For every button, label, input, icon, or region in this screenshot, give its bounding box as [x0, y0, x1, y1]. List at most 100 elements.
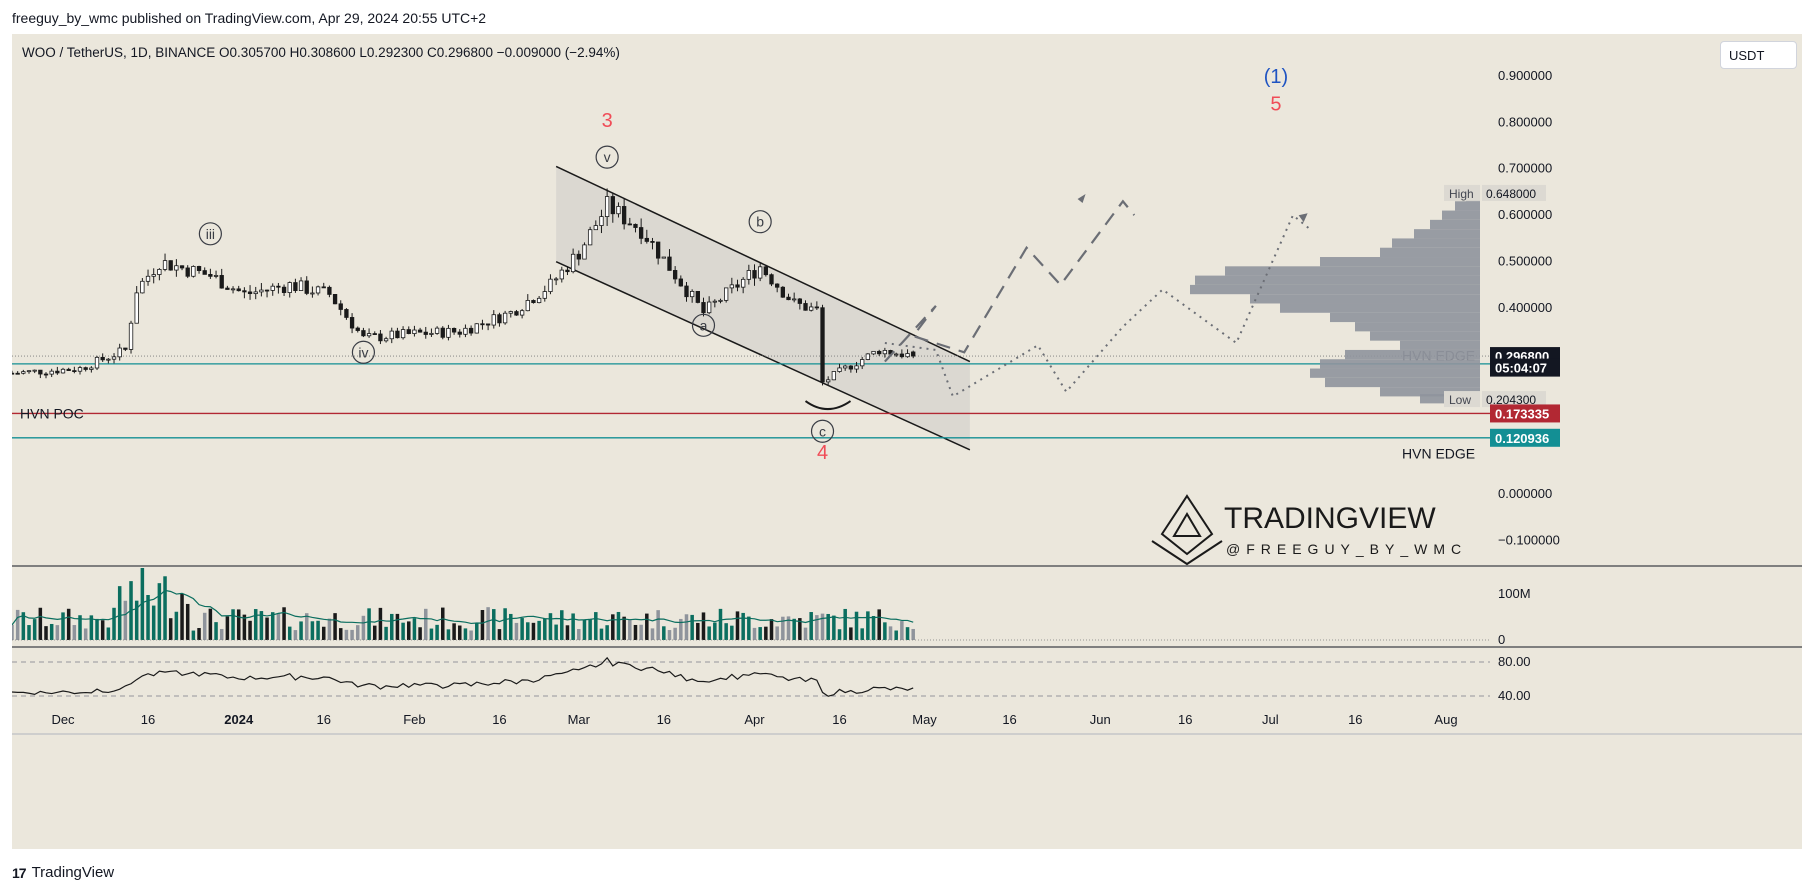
- candle-body: [60, 368, 66, 374]
- candle-body: [741, 278, 746, 288]
- price-badge: [1490, 404, 1560, 423]
- footer-brand[interactable]: 17 TradingView: [12, 864, 114, 881]
- volume-bar: [32, 619, 37, 640]
- price-axis-tick: 0.800000: [1498, 114, 1552, 129]
- candle-body: [417, 329, 423, 333]
- volume-profile-bar: [1190, 284, 1480, 295]
- volume-bar: [458, 625, 462, 640]
- volume-bar: [730, 625, 734, 640]
- candle-body: [775, 283, 780, 288]
- price-axis-tick: −0.100000: [1498, 532, 1560, 547]
- candle-body: [695, 290, 700, 303]
- price-axis-tick: 0.600000: [1498, 207, 1552, 222]
- volume-bar: [820, 613, 825, 640]
- candle-body: [553, 278, 559, 281]
- wave-circle: [810, 419, 835, 443]
- volume-bar: [299, 621, 303, 640]
- candle-body: [406, 329, 411, 334]
- volume-bar: [877, 609, 881, 640]
- volume-bar: [469, 630, 473, 640]
- volume-profile-bar: [1392, 238, 1480, 248]
- symbol-legend: WOO / TetherUS, 1D, BINANCE O0.305700 H0…: [22, 45, 620, 60]
- currency-button[interactable]: USDT: [1720, 41, 1797, 69]
- profile-low-value: 0.204300: [1486, 393, 1536, 407]
- profile-value-bg: [1482, 184, 1546, 201]
- rsi-axis-tick: 80.00: [1498, 654, 1531, 669]
- volume-bar: [112, 607, 116, 640]
- candle-body: [667, 256, 672, 271]
- wave-number-4: 4: [817, 442, 828, 464]
- candle-body: [423, 331, 428, 335]
- volume-bar: [786, 616, 791, 640]
- volume-bar: [724, 623, 728, 640]
- time-axis-tick: 16: [1178, 712, 1192, 727]
- price-badge-label: 0.120936: [1495, 431, 1549, 446]
- candle-body: [582, 244, 587, 260]
- watermark-title: TRADINGVIEW: [1224, 502, 1436, 535]
- candle-body: [661, 256, 666, 259]
- volume-bar: [463, 628, 468, 640]
- time-axis-tick: 2024: [224, 712, 254, 727]
- candle-body: [446, 327, 451, 338]
- volume-bar: [684, 614, 689, 640]
- volume-bar: [452, 623, 456, 640]
- candle-body: [610, 196, 615, 215]
- candle-body: [502, 312, 508, 324]
- candle-body: [463, 327, 468, 335]
- volume-bar: [157, 583, 162, 640]
- projection-arrow-head: [1077, 193, 1086, 203]
- wave-label-b: b: [756, 214, 764, 230]
- candle-body: [548, 278, 553, 292]
- candle-body: [191, 266, 196, 277]
- volume-bar: [185, 603, 190, 640]
- candle-body: [531, 300, 536, 304]
- volume-bar: [599, 628, 604, 640]
- candle-body: [797, 298, 803, 304]
- candle-body: [565, 269, 570, 273]
- volume-bar: [214, 622, 218, 640]
- volume-bar: [174, 611, 179, 640]
- candle-body: [128, 322, 134, 350]
- candle-body: [247, 291, 253, 295]
- volume-bar: [594, 612, 598, 640]
- volume-bar: [270, 612, 275, 640]
- volume-bar: [180, 594, 184, 640]
- volume-bar: [293, 630, 298, 640]
- volume-bar: [401, 622, 405, 640]
- volume-bar: [83, 628, 88, 640]
- volume-bar: [894, 630, 898, 640]
- candle-body: [831, 371, 837, 381]
- profile-value-bg: [1482, 391, 1546, 408]
- candle-body: [514, 311, 519, 316]
- time-axis-tick: Aug: [1434, 712, 1457, 727]
- volume-bar: [321, 626, 326, 640]
- volume-bar: [696, 622, 700, 640]
- volume-bar: [100, 620, 105, 640]
- volume-bar: [798, 618, 802, 640]
- volume-bar: [645, 613, 649, 640]
- volume-bar: [151, 605, 156, 640]
- candle-body: [134, 292, 139, 324]
- candle-body: [225, 287, 230, 290]
- candle-body: [179, 265, 185, 269]
- volume-bar: [384, 626, 388, 640]
- tradingview-logo-icon: 17: [12, 864, 27, 881]
- volume-bar: [832, 615, 836, 640]
- candle-body: [860, 359, 865, 367]
- candle-body: [338, 303, 343, 310]
- price-axis-tick: 0.500000: [1498, 254, 1552, 269]
- candle-body: [111, 356, 117, 360]
- volume-bar: [412, 618, 417, 640]
- profile-low-label: Low: [1449, 393, 1471, 407]
- candle-body: [77, 367, 83, 372]
- candle-body: [894, 353, 899, 356]
- candle-body: [94, 356, 100, 369]
- candle-body: [72, 370, 77, 373]
- wave-label-c: c: [819, 423, 826, 439]
- candle-body: [655, 241, 661, 259]
- wave-label-iii: iii: [206, 226, 215, 242]
- candle-body: [780, 286, 785, 298]
- volume-bar: [543, 618, 547, 640]
